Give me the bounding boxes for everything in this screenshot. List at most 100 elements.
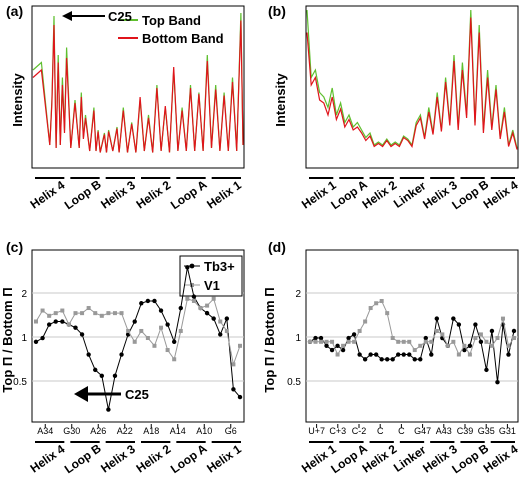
panel-a-c25-annotation: C25 xyxy=(108,9,132,24)
panel-c-series-tb3-point xyxy=(119,352,124,357)
panel-c-series-tb3-point xyxy=(237,394,243,400)
panel-c-xtick-label: G30 xyxy=(63,426,80,436)
panel-c-series-v1-point xyxy=(86,306,91,311)
panel-d-series-tb3-point xyxy=(412,357,417,362)
panel-c-series-tb3-point xyxy=(93,367,98,373)
panel-d-xtick-label: C39 xyxy=(457,426,474,436)
panel-d-series-tb3-point xyxy=(324,343,329,349)
panel-c-series-tb3-point xyxy=(73,325,78,330)
panel-d-series-tb3-point xyxy=(329,347,335,353)
panel-d-xtick-label: C xyxy=(398,426,405,436)
x-tick-labels: A34 G30 A26 A22 A18 A14 A10 G6 U+7 C+3 C-2 C C G47 A43… xyxy=(37,424,516,436)
panel-c-series-v1-point xyxy=(112,311,117,316)
panel-c-series-v1-point xyxy=(211,296,216,301)
panel-d-xtick-label: C-2 xyxy=(352,426,367,436)
panel-c-series-v1-point xyxy=(60,308,65,313)
panel-c-series-v1-point xyxy=(139,328,144,333)
panel-d-series-v1-point xyxy=(489,343,494,348)
panel-d-series-v1-point xyxy=(346,339,351,344)
panel-d-series-v1-point xyxy=(484,339,489,344)
panel-c-series-v1-point xyxy=(191,298,196,303)
panel-d-series-v1-point xyxy=(407,339,412,344)
panel-c-series-v1 xyxy=(35,297,241,367)
panel-d-series-tb3-point xyxy=(462,347,467,353)
panel-d-xtick-label: C xyxy=(377,426,384,436)
panel-d-series-tb3-point xyxy=(401,352,406,357)
panel-c-ytick-2: 2 xyxy=(21,289,27,300)
panel-c-frame xyxy=(31,249,245,423)
panel-c-series-v1-point xyxy=(198,306,203,311)
panel-d-series-tb3-point xyxy=(351,332,357,337)
panel-c-region-label: Helix 1 xyxy=(204,442,244,476)
panel-c-series-tb3-point xyxy=(224,316,230,321)
panel-c-series-v1-point xyxy=(119,311,124,316)
panel-d-series-v1-point xyxy=(512,336,516,341)
panel-c-series-tb3-point xyxy=(86,352,91,357)
panel-d-series-v1-point xyxy=(390,336,395,341)
panel-c-series-v1-point xyxy=(34,319,38,324)
panel-d-plot xyxy=(307,298,517,385)
panel-d-series-v1-point xyxy=(495,336,500,341)
panel-c-series-tb3-point xyxy=(46,322,52,327)
panel-c-ytick-0: 0.5 xyxy=(13,377,27,388)
panel-d-series-tb3-point xyxy=(511,328,517,334)
panel-d-series-tb3-point xyxy=(340,347,346,353)
panel-d-series-v1-point xyxy=(363,319,368,324)
panel-c-series-v1-point xyxy=(159,325,164,330)
panel-c-c25-annotation: C25 xyxy=(125,387,149,402)
panel-c-series-v1-point xyxy=(80,311,85,316)
panel-c-xtick-label: A26 xyxy=(90,426,106,436)
legend-tb3-label: Tb3+ xyxy=(204,259,235,274)
panel-c-series-v1-point xyxy=(205,303,210,308)
legend-bottom-band-label: Bottom Band xyxy=(142,31,224,46)
panel-d-series-tb3 xyxy=(309,317,515,383)
panel-d-series-tb3-point xyxy=(396,352,401,357)
panel-d-series-tb3-point xyxy=(384,357,390,362)
panel-c-series-tb3-point xyxy=(79,332,85,337)
panel-c-series-v1-point xyxy=(185,296,190,301)
panel-c-c25-arrow xyxy=(74,386,121,402)
panel-d-series-v1-point xyxy=(330,339,335,344)
panel-c-series-tb3-point xyxy=(99,373,105,378)
panel-a-region-label: Loop A xyxy=(168,177,210,212)
panel-c-series-v1-point xyxy=(99,313,104,318)
panel-a-label: (a) xyxy=(6,3,23,19)
panel-c-series-v1-point xyxy=(178,328,183,333)
panel-c-series-tb3-point xyxy=(211,316,216,321)
panel-c-region-label: Helix 2 xyxy=(134,442,174,476)
panel-d-series-v1-point xyxy=(341,343,346,348)
panel-c-legend: Tb3+ V1 xyxy=(179,255,243,297)
panel-d-series-v1-point xyxy=(429,339,434,344)
panel-c-series-tb3-point xyxy=(152,298,157,304)
panel-b-series-bottom-band xyxy=(306,17,518,150)
panel-a-region-label: Helix 4 xyxy=(28,178,68,212)
panel-c-series-tb3-point xyxy=(60,319,65,324)
panel-d-series-tb3-point xyxy=(473,322,478,327)
panel-d-ytick-0: 0.5 xyxy=(287,377,301,388)
panel-c-ytick-1: 1 xyxy=(21,333,27,344)
panel-d-series-tb3-point xyxy=(423,335,428,341)
panel-b-series-top-band xyxy=(306,9,518,149)
panel-d-series-tb3-point xyxy=(489,328,495,334)
panel-d-series-v1-point xyxy=(379,298,384,303)
panel-c-series-tb3-point xyxy=(106,407,111,412)
panel-c-series-v1-point xyxy=(152,343,157,348)
panel-c-series-v1-point xyxy=(165,348,170,353)
panel-d-series-v1-point xyxy=(506,343,511,348)
panel-d-series-tb3-point xyxy=(506,352,511,357)
panel-c-series-tb3-point xyxy=(53,319,58,324)
panel-a-ylabel: Intensity xyxy=(10,73,25,127)
panel-c-xtick-label: G6 xyxy=(225,426,237,436)
panel-b-ylabel: Intensity xyxy=(273,73,288,127)
panel-c-series-tb3-point xyxy=(33,339,39,345)
panel-c-label: (c) xyxy=(6,239,23,255)
panel-d-series-v1-point xyxy=(319,339,324,344)
panel-c-series-tb3-point xyxy=(171,339,177,345)
panel-a-region-label: Helix 3 xyxy=(98,178,138,212)
panel-d-series-v1-point xyxy=(462,343,467,348)
panel-d-series-v1 xyxy=(310,300,515,356)
panel-d-series-tb3-point xyxy=(407,352,412,357)
panel-a-legend: Top Band Bottom Band xyxy=(118,13,224,46)
panel-c-series-tb3-point xyxy=(112,373,118,378)
